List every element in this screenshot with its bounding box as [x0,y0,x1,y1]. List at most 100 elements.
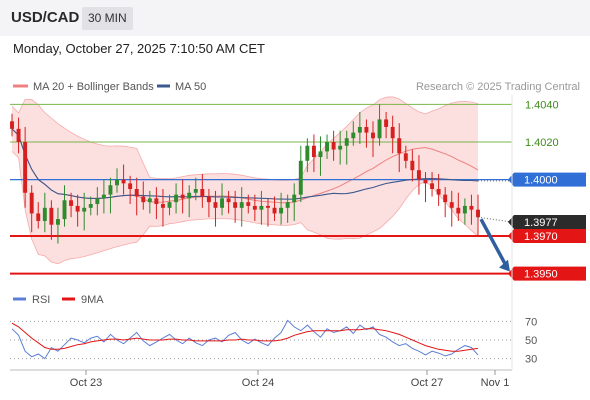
support-level-4-label: 1.3950 [524,269,558,281]
bollinger-legend-label: MA 20 + Bollinger Bands [33,81,154,93]
candle-body [95,198,100,205]
candle-body [279,207,284,214]
candle-body [403,153,408,161]
candle-body [462,205,467,214]
candle-body [318,151,323,158]
candle-body [69,200,74,206]
candle-body [364,126,369,133]
chart-header: USD/CAD 30 MIN [0,0,590,36]
candle-body [436,189,441,195]
time-tick-label: Nov 1 [481,377,510,389]
candle-body [416,170,421,180]
candle-body [233,202,238,208]
candle-body [147,198,152,203]
ma50-legend-label: MA 50 [175,81,206,93]
current-price-tag [514,215,586,229]
scenario-arrow-head [499,259,510,272]
candle-body [344,138,349,146]
candle-body [266,205,270,208]
candle-body [443,194,448,203]
rsi-line [11,319,479,360]
candle-body [82,207,87,212]
candle-body [272,207,277,214]
candle-body [292,194,297,203]
candle-body [42,207,47,221]
candle-body [141,196,146,203]
resistance-level-0-label: 1.4040 [525,99,559,111]
candle-body [423,179,428,184]
candle-body [101,194,106,199]
rsi-tick-30: 30 [525,354,537,366]
candle-body [397,138,402,154]
candle-body [108,185,113,195]
candle-body [377,119,382,139]
support-level-4-tag [514,266,586,281]
candle-body [246,202,251,206]
candle-body [36,213,41,221]
candle-body [206,196,211,203]
resistance-level-1-label: 1.4020 [525,137,559,149]
candle-body [410,160,415,171]
candle-body [23,142,28,193]
rsi-pane: 30 50 70 [10,316,537,366]
candle-body [55,219,60,225]
candle-body [213,202,218,208]
candle-body [49,207,54,225]
time-tick-label: Oct 24 [242,377,274,389]
candle-body [134,189,139,197]
candle-body [75,205,80,212]
rsi-tick-70: 70 [525,316,537,328]
rsi-ma-legend-label: 9MA [81,294,104,306]
candle-body [384,119,389,127]
candle-body [239,202,244,208]
candle-body [469,205,474,210]
candle-body [115,179,119,186]
candle-body [121,179,126,184]
ma50-line [11,128,479,200]
copyright-text: Research © 2025 Trading Central [416,81,580,93]
pivot-level-tag-pointer [508,172,514,187]
support-level-3-label: 1.3970 [524,231,558,243]
rsi-legend-label: RSI [32,294,50,306]
support-level-3-tag [514,229,586,243]
candle-body [16,128,21,142]
candle-body [331,142,336,150]
timeframe-badge[interactable]: 30 MIN [82,7,133,30]
pivot-level-tag [514,172,586,187]
candle-body [193,189,198,193]
candle-body [174,194,179,203]
candle-body [305,145,310,161]
candle-body [357,126,362,133]
candle-body [430,183,435,189]
candle-body [187,192,192,199]
current-price-tag-pointer [508,215,514,229]
candle-body [390,126,395,139]
candle-body [10,121,14,129]
candle-body [128,183,133,189]
time-tick-label: Oct 23 [70,377,102,389]
candle-body [252,205,257,210]
candle-body [298,160,303,195]
symbol-title: USD/CAD [11,9,80,26]
time-tick-label: Oct 27 [411,377,443,389]
current-price-label: 1.3977 [524,217,558,229]
candle-body [29,192,34,214]
rsi-tick-50: 50 [525,335,537,347]
candle-body [200,189,205,197]
candle-body [476,209,480,218]
candle-body [311,145,316,158]
chart-datetime: Monday, October 27, 2025 7:10:50 AM CET [13,41,265,56]
bollinger-band-fill [12,96,478,264]
candle-body [62,200,67,220]
pivot-level-label: 1.4000 [524,175,558,187]
time-axis: Oct 23 Oct 24 Oct 27 Nov 1 [10,95,513,389]
candle-body [338,145,343,150]
candle-body [167,202,172,208]
bollinger-lower [11,151,479,265]
candle-body [88,204,93,208]
candle-body [160,204,165,208]
support-level-3-tag-pointer [508,229,514,243]
candle-body [180,194,185,199]
